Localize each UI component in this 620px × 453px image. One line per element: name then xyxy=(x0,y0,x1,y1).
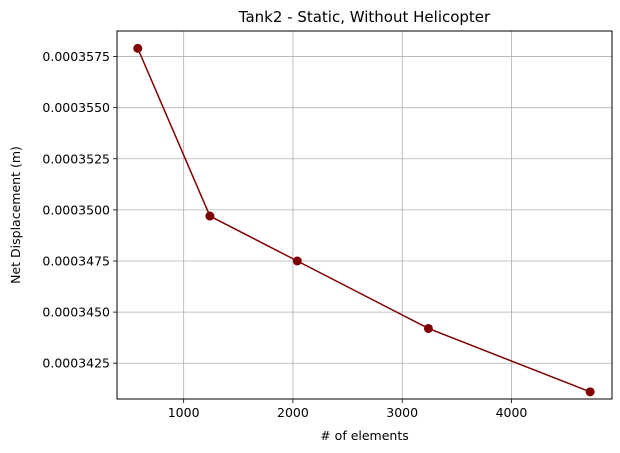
data-point xyxy=(292,256,302,266)
x-tick-label: 1000 xyxy=(168,405,200,420)
x-tick-label: 3000 xyxy=(386,405,418,420)
data-point xyxy=(585,387,595,397)
chart-title: Tank2 - Static, Without Helicopter xyxy=(238,8,491,26)
data-point xyxy=(423,323,433,333)
y-tick-label: 0.0003575 xyxy=(42,49,110,64)
y-tick-label: 0.0003475 xyxy=(42,254,110,269)
y-tick-label: 0.0003550 xyxy=(42,100,110,115)
grid xyxy=(117,31,612,399)
y-tick-label: 0.0003500 xyxy=(42,202,110,217)
y-tick-label: 0.0003425 xyxy=(42,356,110,371)
y-axis-label: Net Displacement (m) xyxy=(8,146,23,284)
y-tick-label: 0.0003525 xyxy=(42,151,110,166)
x-tick-label: 2000 xyxy=(277,405,309,420)
series-layer xyxy=(133,43,595,397)
y-tick-label: 0.0003450 xyxy=(42,305,110,320)
x-axis-label: # of elements xyxy=(320,428,409,443)
data-point xyxy=(205,211,215,221)
plot-frame xyxy=(116,30,613,400)
ticks: 1000 2000 3000 4000 0.0003425 0.0003450 0.0003… xyxy=(42,49,527,420)
data-point xyxy=(133,43,143,53)
x-tick-label: 4000 xyxy=(496,405,528,420)
